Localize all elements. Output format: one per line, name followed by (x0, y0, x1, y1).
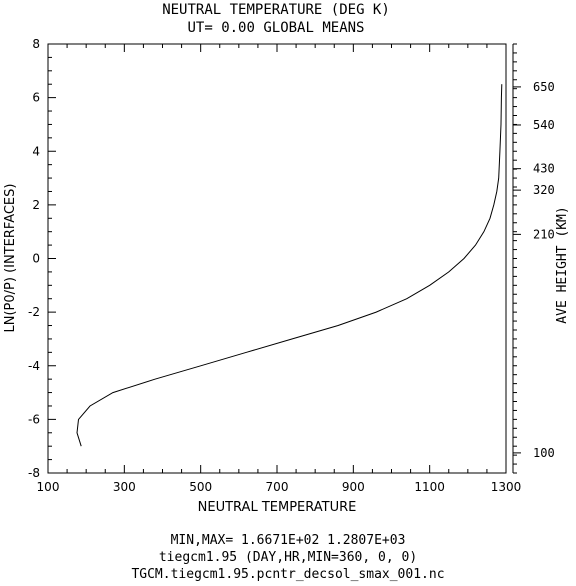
temperature-series-line (76, 84, 503, 447)
footer-model-time: tiegcm1.95 (DAY,HR,MIN=360, 0, 0) (159, 550, 417, 565)
x-axis: 100 300 500 700 900 1100 1300 (37, 44, 522, 494)
x-tick-label: 700 (266, 480, 289, 494)
right-height-axis: 100 210 320 430 540 650 (512, 43, 555, 474)
y-tick-label: 8 (32, 37, 40, 51)
x-tick-label: 100 (37, 480, 60, 494)
footer-filename: TGCM.tiegcm1.95.pcntr_decsol_smax_001.nc (131, 567, 444, 582)
x-tick-label: 500 (189, 480, 212, 494)
y-tick-label: 0 (32, 252, 40, 266)
chart-title: NEUTRAL TEMPERATURE (DEG K) (162, 2, 390, 18)
right-axis-tick-label: 320 (533, 183, 555, 197)
y-axis: -8 -6 -4 -2 0 2 4 6 8 (28, 37, 56, 480)
right-axis-tick-label: 210 (533, 227, 555, 241)
x-tick-label: 900 (342, 480, 365, 494)
footer-min-max: MIN,MAX= 1.6671E+02 1.2807E+03 (171, 533, 406, 548)
y-tick-label: 6 (32, 91, 40, 105)
right-axis-tick-label: 100 (533, 446, 555, 460)
y-tick-label: -6 (28, 412, 40, 426)
right-axis-tick-label: 540 (533, 118, 555, 132)
y-tick-label: 2 (32, 198, 40, 212)
x-tick-label: 1300 (491, 480, 522, 494)
y-tick-label: -8 (28, 466, 40, 480)
x-tick-label: 1100 (414, 480, 445, 494)
plot-frame (47, 43, 507, 474)
right-axis-tick-label: 430 (533, 162, 555, 176)
y-tick-label: -2 (28, 305, 40, 319)
right-axis-label: AVE HEIGHT (KM) (555, 206, 570, 323)
y-tick-label: -4 (28, 359, 40, 373)
chart-subtitle: UT= 0.00 GLOBAL MEANS (187, 20, 364, 36)
x-axis-label: NEUTRAL TEMPERATURE (198, 500, 357, 515)
y-tick-label: 4 (32, 144, 40, 158)
y-axis-label: LN(P0/P) (INTERFACES) (3, 184, 18, 333)
x-tick-label: 300 (113, 480, 136, 494)
right-axis-tick-label: 650 (533, 80, 555, 94)
